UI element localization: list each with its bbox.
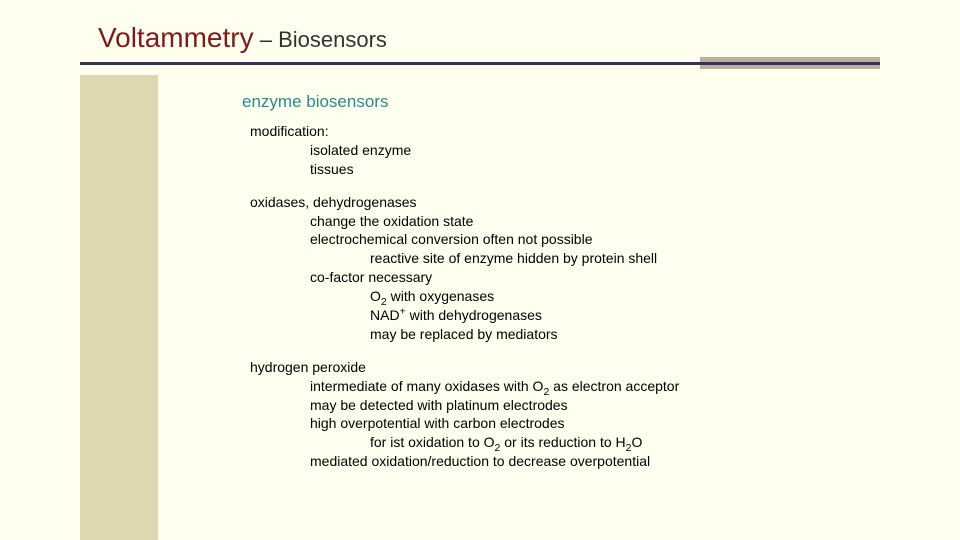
content-line: electrochemical conversion often not pos… (310, 230, 679, 249)
left-side-bar (80, 75, 158, 540)
content-line: tissues (310, 160, 679, 179)
body-content: modification:isolated enzymetissues oxida… (250, 122, 679, 485)
content-block: oxidases, dehydrogenaseschange the oxida… (250, 193, 679, 344)
content-line: high overpotential with carbon electrode… (310, 414, 679, 433)
slide-title: Voltammetry – Biosensors (98, 22, 387, 54)
content-line: may be replaced by mediators (370, 325, 679, 344)
content-line: oxidases, dehydrogenases (250, 193, 679, 212)
title-underline (80, 62, 880, 65)
content-block: modification:isolated enzymetissues (250, 122, 679, 179)
content-line: co-factor necessary (310, 268, 679, 287)
content-line: may be detected with platinum electrodes (310, 396, 679, 415)
section-subtitle: enzyme biosensors (242, 92, 388, 112)
content-line: change the oxidation state (310, 212, 679, 231)
content-line: modification: (250, 122, 679, 141)
content-line: isolated enzyme (310, 141, 679, 160)
content-line: for ist oxidation to O2 or its reduction… (370, 433, 679, 452)
content-line: intermediate of many oxidases with O2 as… (310, 377, 679, 396)
title-sub: – Biosensors (254, 27, 387, 52)
content-line: NAD+ with dehydrogenases (370, 306, 679, 325)
content-line: hydrogen peroxide (250, 358, 679, 377)
title-main: Voltammetry (98, 22, 254, 53)
content-block: hydrogen peroxideintermediate of many ox… (250, 358, 679, 471)
content-line: O2 with oxygenases (370, 287, 679, 306)
content-line: mediated oxidation/reduction to decrease… (310, 452, 679, 471)
content-line: reactive site of enzyme hidden by protei… (370, 249, 679, 268)
